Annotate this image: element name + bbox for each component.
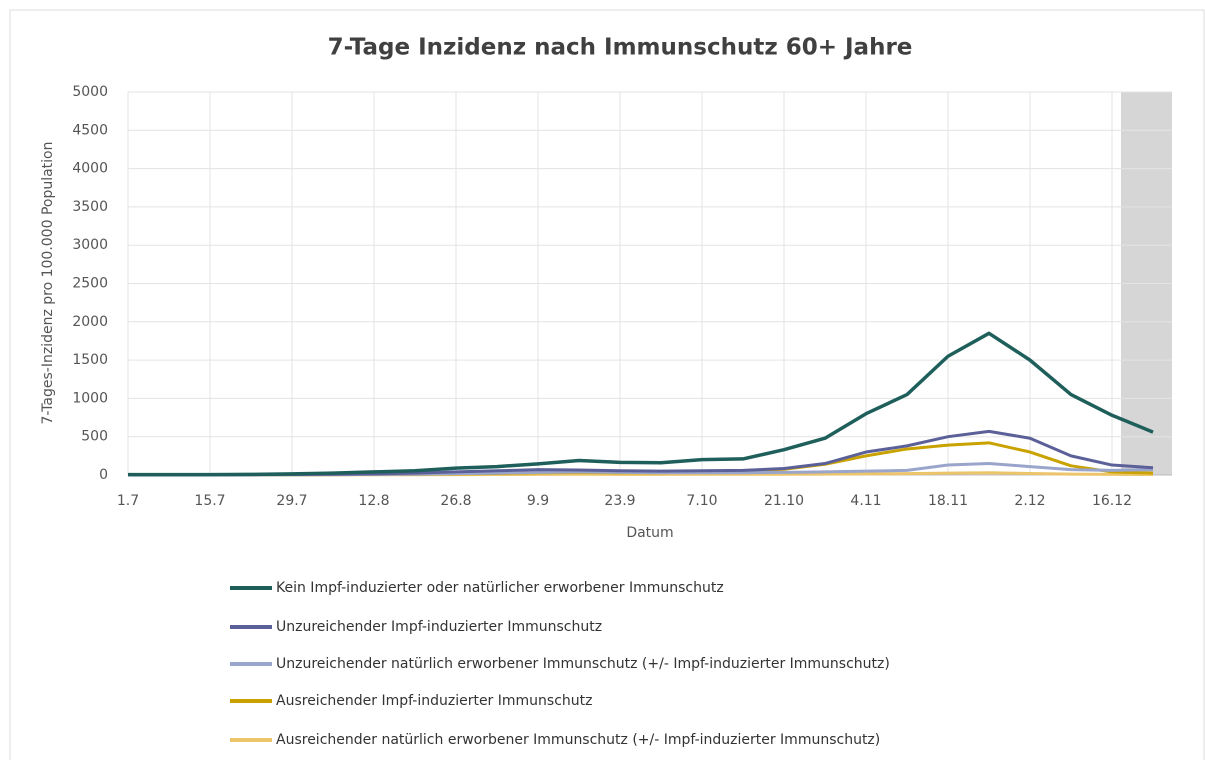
series-line	[128, 331, 1154, 477]
x-tick-label: 23.9	[604, 493, 635, 509]
legend-label: Unzureichender Impf-induzierter Immunsch…	[276, 619, 602, 635]
y-tick-label: 1500	[72, 352, 108, 368]
y-tick-label: 4500	[72, 122, 108, 138]
x-tick-label: 12.8	[358, 493, 389, 509]
legend-label: Ausreichender Impf-induzierter Immunschu…	[276, 693, 593, 709]
legend-label: Ausreichender natürlich erworbener Immun…	[276, 732, 880, 748]
x-axis-label: Datum	[626, 525, 673, 541]
x-tick-label: 7.10	[686, 493, 717, 509]
legend-label: Unzureichender natürlich erworbener Immu…	[276, 656, 890, 672]
x-tick-label: 9.9	[527, 493, 549, 509]
y-tick-label: 3000	[72, 237, 108, 253]
legend-label: Kein Impf-induzierter oder natürlicher e…	[276, 580, 724, 596]
y-tick-label: 500	[81, 429, 108, 445]
x-tick-label: 1.7	[117, 493, 139, 509]
y-tick-label: 1000	[72, 390, 108, 406]
y-tick-label: 5000	[72, 84, 108, 100]
x-tick-label: 4.11	[850, 493, 881, 509]
x-tick-label: 2.12	[1014, 493, 1045, 509]
x-tick-label: 16.12	[1092, 493, 1132, 509]
x-tick-label: 26.8	[440, 493, 471, 509]
chart-title: 7-Tage Inzidenz nach Immunschutz 60+ Jah…	[328, 35, 913, 61]
x-tick-label: 15.7	[194, 493, 225, 509]
chart-border	[9, 9, 1205, 764]
y-tick-label: 2000	[72, 314, 108, 330]
y-tick-label: 2500	[72, 276, 108, 292]
x-tick-label: 18.11	[928, 493, 968, 509]
x-tick-label: 21.10	[764, 493, 804, 509]
y-tick-label: 3500	[72, 199, 108, 215]
y-tick-label: 0	[99, 467, 108, 483]
x-tick-label: 29.7	[276, 493, 307, 509]
series-line	[128, 429, 1154, 477]
y-axis-label: 7-Tages-Inzidenz pro 100.000 Population	[40, 142, 56, 425]
y-tick-label: 4000	[72, 161, 108, 177]
